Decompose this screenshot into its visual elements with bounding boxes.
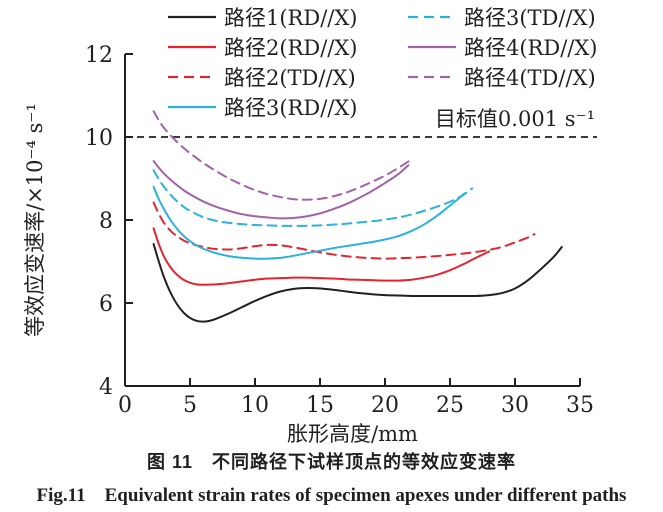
legend-label-2: 路径2(RD//X) [224,36,358,60]
strain-rate-line-chart: 0 5 10 15 20 25 30 35 4 6 8 10 12 胀形高度/mm 等效应变速率/×10⁻⁴… [23,6,598,446]
x-tick-label: 25 [436,393,464,418]
x-tick-label: 30 [501,393,529,418]
series-path-4 [152,185,466,260]
legend-label-4: 路径3(RD//X) [224,96,358,120]
y-tick-label: 10 [85,126,113,151]
series-path-5 [152,169,474,227]
series-path-2 [152,227,490,286]
x-tick-label: 10 [241,393,269,418]
legend-label-1: 路径1(RD//X) [224,6,358,30]
caption-chinese: 图 11 不同路径下试样顶点的等效应变速率 [146,452,517,472]
legend-label-6: 路径4(RD//X) [464,36,598,60]
legend-label-5: 路径3(TD//X) [464,6,596,30]
series-path-7 [152,110,412,201]
legend-label-3: 路径2(TD//X) [224,66,356,90]
x-tick-label: 20 [371,393,399,418]
x-tick-label: 5 [183,393,197,418]
x-axis-title: 胀形高度/mm [287,422,418,446]
x-tick-label: 0 [118,393,132,418]
x-tick-label: 35 [566,393,594,418]
legend-label-7: 路径4(TD//X) [464,66,596,90]
series-path-1 [152,243,563,323]
target-line-label: 目标值0.001 s⁻¹ [435,107,595,131]
series-path-3 [152,201,536,260]
series-path-6 [152,160,410,220]
caption-english: Fig.11 Equivalent strain rates of specim… [36,485,627,506]
y-tick-label: 8 [99,209,113,234]
y-tick-label: 12 [85,43,113,68]
y-axis-title: 等效应变速率/×10⁻⁴ s⁻¹ [23,103,47,337]
y-tick-label: 6 [99,292,113,317]
x-tick-label: 15 [306,393,334,418]
y-tick-label: 4 [99,375,113,400]
